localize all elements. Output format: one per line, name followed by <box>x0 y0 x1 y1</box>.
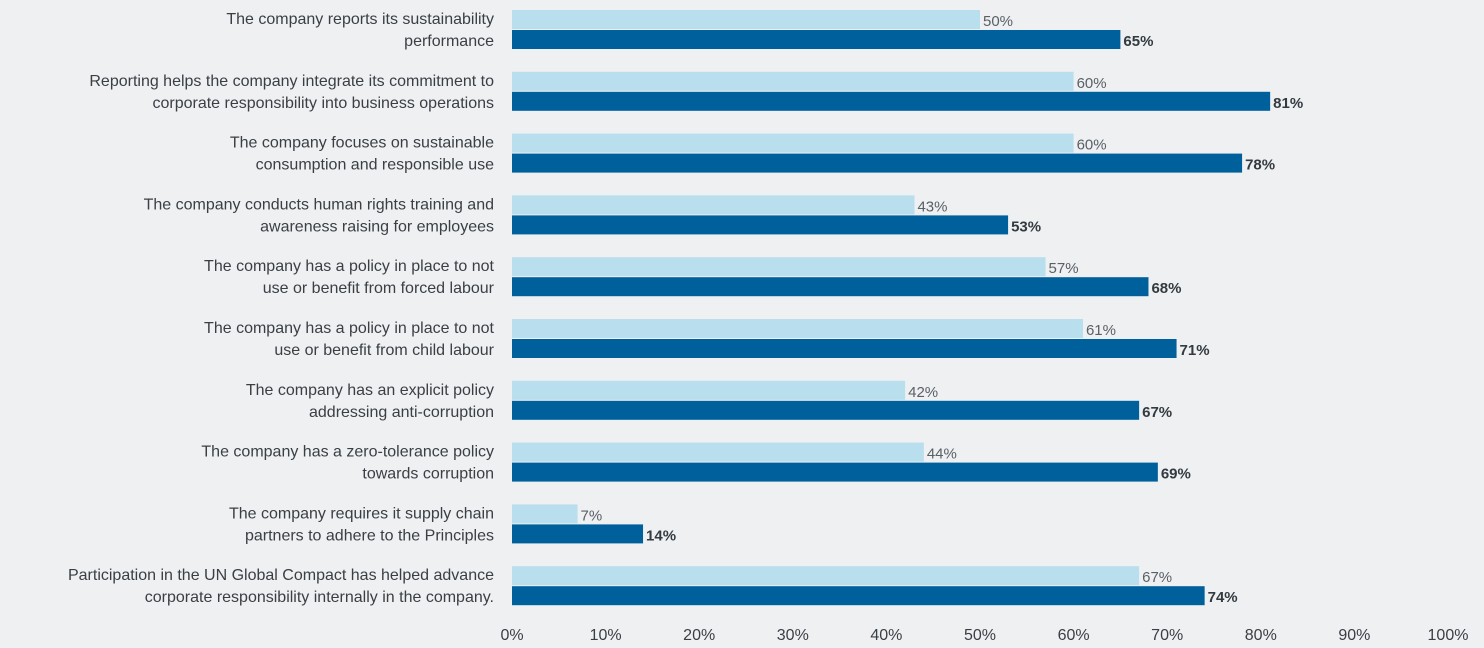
x-tick-label: 30% <box>777 627 809 644</box>
x-tick-label: 90% <box>1338 627 1370 644</box>
x-tick-label: 0% <box>500 627 523 644</box>
x-tick-label: 50% <box>964 627 996 644</box>
category-label: The company reports its sustainability pe… <box>226 11 494 50</box>
value-labels-layer: 50% 65% 60% 81% 60% 78% 43% 53% 57% 68% 61% 71% 42% 6… <box>581 13 1304 606</box>
category-label-line: The company requires it supply chain <box>229 505 494 522</box>
value-label-light: 57% <box>1049 260 1079 277</box>
category-label-line: addressing anti-corruption <box>309 404 494 421</box>
category-label-line: awareness raising for employees <box>260 218 494 235</box>
value-label-light: 44% <box>927 446 957 463</box>
category-label-line: The company has a policy in place to not <box>204 258 495 275</box>
category-label-line: use or benefit from child labour <box>274 342 494 359</box>
category-label: The company has a policy in place to not… <box>204 258 495 297</box>
category-label-line: towards corruption <box>362 466 494 483</box>
value-label-light: 43% <box>917 198 947 215</box>
value-label-dark: 81% <box>1273 95 1303 112</box>
x-tick-label: 40% <box>870 627 902 644</box>
bar-dark <box>512 524 644 544</box>
x-tick-label: 80% <box>1245 627 1277 644</box>
category-label-line: corporate responsibility into business o… <box>152 95 494 112</box>
category-label-line: The company focuses on sustainable <box>230 135 494 152</box>
category-label-line: corporate responsibility internally in t… <box>145 589 494 606</box>
category-label: The company has an explicit policy addres… <box>246 382 494 421</box>
bar-light <box>512 10 980 29</box>
category-label-line: The company reports its sustainability <box>226 11 494 28</box>
value-label-light: 7% <box>581 507 603 524</box>
bar-light <box>512 195 915 215</box>
value-label-light: 42% <box>908 384 938 401</box>
value-label-dark: 74% <box>1208 589 1238 606</box>
category-label-line: The company has a policy in place to not <box>204 320 495 337</box>
value-label-dark: 65% <box>1123 33 1153 50</box>
x-tick-label: 100% <box>1428 627 1469 644</box>
category-labels-layer: The company reports its sustainability pe… <box>68 11 495 606</box>
value-label-dark: 67% <box>1142 404 1172 421</box>
category-label-line: The company has a zero-tolerance policy <box>201 444 494 461</box>
category-label-line: consumption and responsible use <box>256 157 494 174</box>
bar-dark <box>512 277 1149 297</box>
x-tick-label: 10% <box>590 627 622 644</box>
bar-light <box>512 380 906 400</box>
bar-dark <box>512 400 1140 420</box>
value-label-dark: 68% <box>1151 280 1181 297</box>
bar-dark <box>512 586 1205 606</box>
category-label-line: The company conducts human rights traini… <box>144 196 494 213</box>
value-label-light: 60% <box>1077 75 1107 92</box>
bar-dark <box>512 215 1009 235</box>
bar-light <box>512 566 1140 586</box>
value-label-dark: 53% <box>1011 218 1041 235</box>
bars-layer <box>512 10 1271 606</box>
value-label-dark: 69% <box>1161 466 1191 483</box>
category-label-line: performance <box>404 33 494 50</box>
category-label-line: partners to adhere to the Principles <box>245 527 494 544</box>
x-tick-label: 20% <box>683 627 715 644</box>
x-axis-ticks-layer: 0% 10% 20% 30% 40% 50% 60% 70% 80% 90% 100% <box>500 627 1468 644</box>
value-label-dark: 71% <box>1180 342 1210 359</box>
bar-light <box>512 319 1083 338</box>
category-label-line: The company has an explicit policy <box>246 382 494 399</box>
value-label-light: 61% <box>1086 322 1116 339</box>
bar-light <box>512 504 578 524</box>
category-label-line: use or benefit from forced labour <box>263 280 495 297</box>
category-label-line: Reporting helps the company integrate it… <box>89 73 494 90</box>
category-label: The company has a policy in place to not… <box>204 320 495 359</box>
bar-dark <box>512 339 1177 358</box>
bar-dark <box>512 30 1121 49</box>
category-label: Reporting helps the company integrate it… <box>89 73 494 112</box>
category-label-line: Participation in the UN Global Compact h… <box>68 567 494 584</box>
value-label-light: 50% <box>983 13 1013 30</box>
bar-light <box>512 133 1074 153</box>
bar-light <box>512 257 1046 277</box>
x-tick-label: 60% <box>1058 627 1090 644</box>
category-label: Participation in the UN Global Compact h… <box>68 567 494 606</box>
bar-light <box>512 71 1074 91</box>
value-label-dark: 78% <box>1245 157 1275 174</box>
category-label: The company has a zero-tolerance policy t… <box>201 444 494 483</box>
bar-light <box>512 442 924 462</box>
bar-dark <box>512 91 1271 111</box>
category-label: The company focuses on sustainable consum… <box>230 135 494 174</box>
value-label-light: 67% <box>1142 569 1172 586</box>
value-label-dark: 14% <box>646 527 676 544</box>
category-label: The company requires it supply chain part… <box>229 505 494 544</box>
value-label-light: 60% <box>1077 137 1107 154</box>
bar-dark <box>512 462 1158 482</box>
x-tick-label: 70% <box>1151 627 1183 644</box>
category-label: The company conducts human rights traini… <box>144 196 494 235</box>
bar-dark <box>512 153 1243 173</box>
